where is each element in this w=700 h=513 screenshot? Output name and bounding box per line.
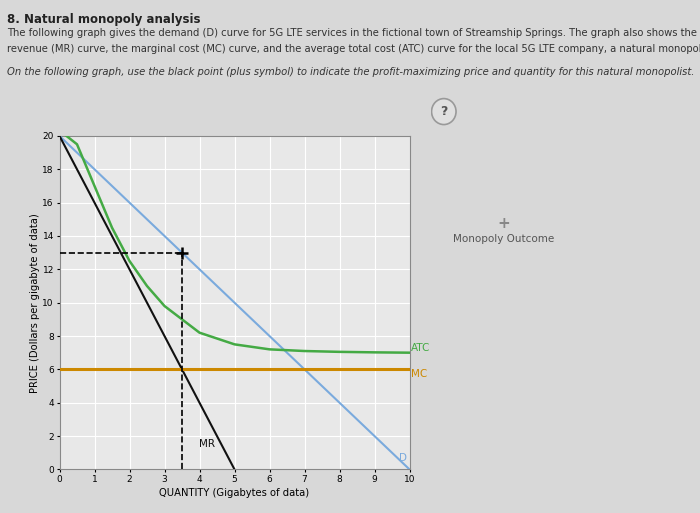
Y-axis label: PRICE (Dollars per gigabyte of data): PRICE (Dollars per gigabyte of data)	[29, 213, 40, 392]
Text: Monopoly Outcome: Monopoly Outcome	[454, 233, 554, 244]
Text: 8. Natural monopoly analysis: 8. Natural monopoly analysis	[7, 13, 200, 26]
Text: ATC: ATC	[412, 343, 430, 352]
Text: revenue (MR) curve, the marginal cost (MC) curve, and the average total cost (AT: revenue (MR) curve, the marginal cost (M…	[7, 44, 700, 53]
Text: MR: MR	[199, 440, 216, 449]
Text: D: D	[399, 453, 407, 463]
X-axis label: QUANTITY (Gigabytes of data): QUANTITY (Gigabytes of data)	[160, 488, 309, 498]
Circle shape	[432, 98, 456, 125]
Text: The following graph gives the demand (D) curve for 5G LTE services in the fictio: The following graph gives the demand (D)…	[7, 28, 700, 38]
Text: +: +	[498, 215, 510, 231]
Text: ?: ?	[440, 105, 447, 118]
Text: MC: MC	[412, 369, 428, 379]
Text: On the following graph, use the black point (plus symbol) to indicate the profit: On the following graph, use the black po…	[7, 67, 694, 76]
